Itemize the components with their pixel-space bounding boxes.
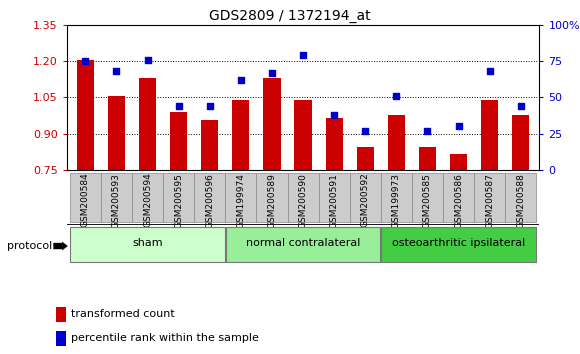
Text: GSM200585: GSM200585: [423, 173, 432, 228]
Text: GSM200595: GSM200595: [174, 173, 183, 228]
Bar: [481, 100, 498, 170]
Text: percentile rank within the sample: percentile rank within the sample: [71, 333, 259, 343]
Bar: [512, 115, 530, 170]
Point: [392, 93, 401, 99]
Text: GSM200586: GSM200586: [454, 173, 463, 228]
Text: GSM200584: GSM200584: [81, 173, 90, 227]
Bar: [201, 120, 218, 170]
Bar: [350, 173, 381, 222]
Point: [205, 103, 215, 109]
Text: GSM200596: GSM200596: [205, 173, 214, 228]
Bar: [381, 173, 412, 222]
Bar: [70, 227, 224, 262]
Bar: [505, 173, 536, 222]
Bar: [194, 173, 225, 222]
Bar: [163, 173, 194, 222]
Text: GSM200588: GSM200588: [516, 173, 525, 228]
Point: [81, 58, 90, 64]
Text: GDS2809 / 1372194_at: GDS2809 / 1372194_at: [209, 9, 371, 23]
Bar: [101, 173, 132, 222]
Text: GSM199973: GSM199973: [392, 173, 401, 228]
Point: [236, 77, 245, 83]
Text: sham: sham: [132, 239, 163, 249]
Text: GSM200589: GSM200589: [267, 173, 277, 228]
Point: [298, 52, 307, 58]
Bar: [263, 78, 281, 170]
Text: GSM200591: GSM200591: [329, 173, 339, 228]
Point: [485, 68, 494, 74]
Point: [174, 103, 183, 109]
Bar: [388, 115, 405, 170]
Text: osteoarthritic ipsilateral: osteoarthritic ipsilateral: [392, 239, 525, 249]
Bar: [450, 154, 467, 170]
Bar: [77, 60, 94, 170]
Bar: [474, 173, 505, 222]
Bar: [56, 307, 66, 322]
Point: [423, 128, 432, 133]
Bar: [412, 173, 443, 222]
Text: normal contralateral: normal contralateral: [246, 239, 360, 249]
Text: GSM200594: GSM200594: [143, 173, 152, 227]
Bar: [318, 173, 350, 222]
Point: [143, 57, 152, 62]
Point: [112, 68, 121, 74]
Bar: [325, 118, 343, 170]
Bar: [225, 173, 256, 222]
Point: [329, 112, 339, 118]
Bar: [295, 100, 311, 170]
Point: [267, 70, 277, 75]
Text: GSM200593: GSM200593: [112, 173, 121, 228]
Text: GSM200587: GSM200587: [485, 173, 494, 228]
Bar: [443, 173, 474, 222]
Bar: [108, 96, 125, 170]
Bar: [226, 227, 380, 262]
Bar: [70, 173, 101, 222]
Bar: [288, 173, 318, 222]
Text: protocol: protocol: [7, 241, 52, 251]
Text: GSM200592: GSM200592: [361, 173, 369, 227]
Bar: [419, 147, 436, 170]
Text: GSM199974: GSM199974: [237, 173, 245, 228]
Bar: [56, 331, 66, 346]
Bar: [256, 173, 288, 222]
Text: GSM200590: GSM200590: [299, 173, 307, 228]
Bar: [139, 78, 156, 170]
Bar: [170, 112, 187, 170]
Point: [516, 103, 525, 109]
Text: transformed count: transformed count: [71, 309, 175, 319]
Bar: [382, 227, 536, 262]
Point: [454, 124, 463, 129]
Bar: [233, 100, 249, 170]
Point: [361, 128, 370, 133]
Bar: [357, 147, 374, 170]
Bar: [132, 173, 163, 222]
